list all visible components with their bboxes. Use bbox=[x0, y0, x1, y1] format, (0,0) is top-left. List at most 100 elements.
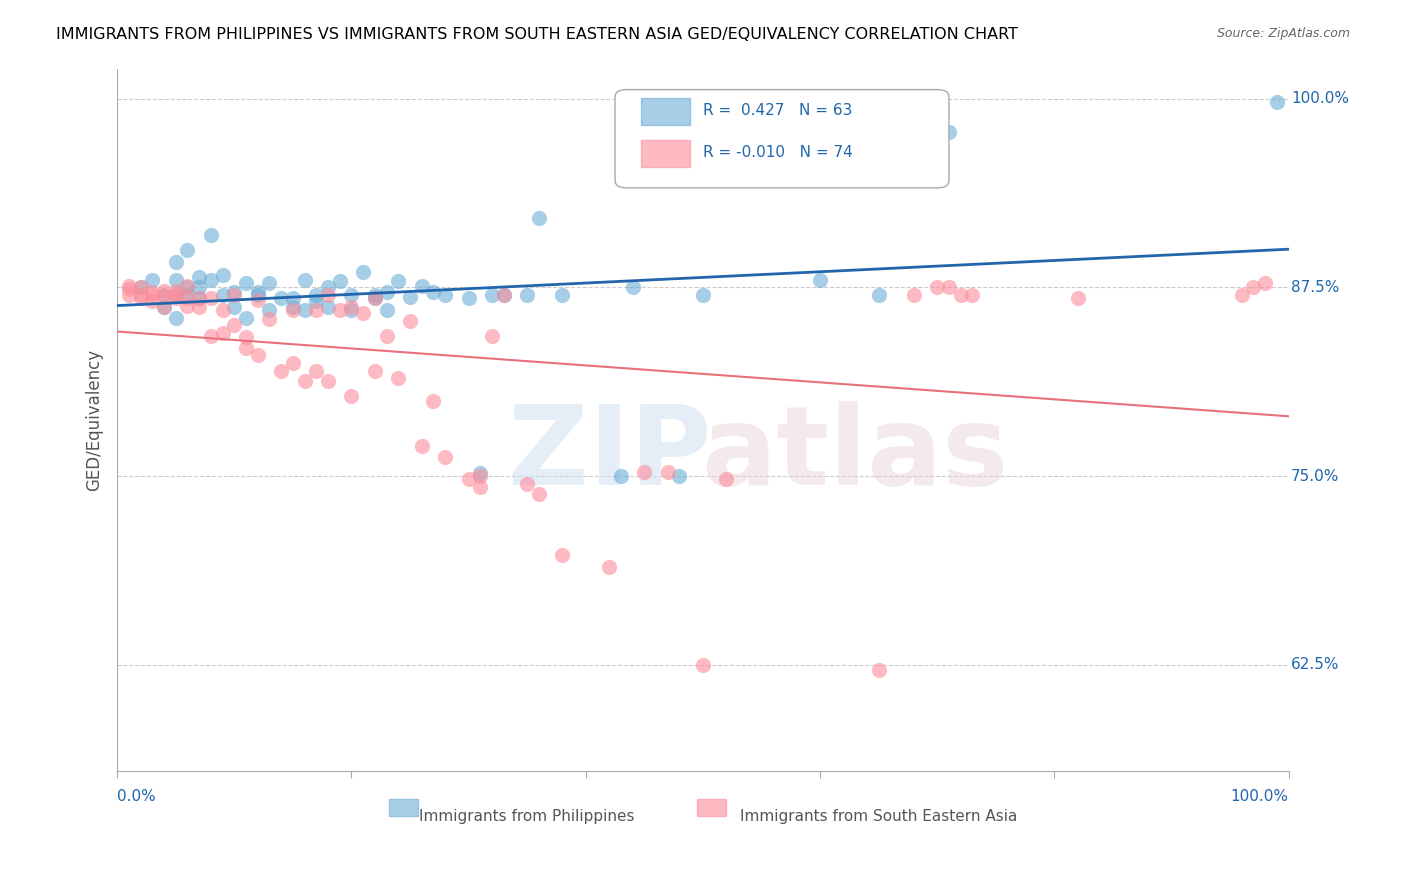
Point bbox=[235, 341, 257, 355]
Point bbox=[375, 285, 398, 299]
Point bbox=[165, 291, 187, 305]
Point bbox=[422, 393, 444, 408]
Text: atlas: atlas bbox=[702, 401, 1010, 508]
Point bbox=[352, 306, 374, 320]
Point bbox=[211, 303, 233, 318]
Point bbox=[259, 276, 281, 290]
Point bbox=[868, 663, 890, 677]
Point bbox=[305, 294, 328, 309]
Y-axis label: GED/Equivalency: GED/Equivalency bbox=[86, 349, 103, 491]
Point bbox=[1254, 276, 1277, 290]
Point bbox=[224, 300, 246, 314]
Text: R = -0.010   N = 74: R = -0.010 N = 74 bbox=[703, 145, 852, 161]
Point bbox=[153, 288, 176, 302]
Point bbox=[153, 300, 176, 314]
Point bbox=[129, 288, 152, 302]
Point bbox=[294, 303, 316, 318]
Point bbox=[1265, 95, 1288, 109]
Point bbox=[399, 289, 422, 303]
Point bbox=[492, 288, 515, 302]
Point bbox=[411, 439, 433, 453]
Point bbox=[305, 288, 328, 302]
Point bbox=[176, 279, 198, 293]
Point bbox=[200, 273, 222, 287]
Point bbox=[316, 374, 339, 388]
Point bbox=[364, 288, 387, 302]
Text: 62.5%: 62.5% bbox=[1291, 657, 1340, 673]
Point bbox=[188, 291, 211, 305]
Point bbox=[224, 285, 246, 299]
Point bbox=[224, 318, 246, 333]
Point bbox=[281, 303, 304, 318]
Point bbox=[551, 288, 574, 302]
Point bbox=[668, 469, 690, 483]
Point bbox=[457, 291, 479, 305]
Point bbox=[340, 389, 363, 403]
Point bbox=[481, 328, 503, 343]
Point bbox=[259, 303, 281, 318]
Point bbox=[470, 469, 492, 483]
Point bbox=[551, 548, 574, 562]
Bar bbox=[641, 140, 690, 167]
Point bbox=[949, 288, 972, 302]
Point bbox=[165, 288, 187, 302]
Point bbox=[316, 288, 339, 302]
Point bbox=[657, 465, 679, 479]
Point bbox=[305, 303, 328, 318]
Point bbox=[141, 273, 163, 287]
Point bbox=[903, 288, 925, 302]
Point bbox=[294, 374, 316, 388]
Text: 87.5%: 87.5% bbox=[1291, 280, 1340, 295]
Point bbox=[129, 280, 152, 294]
Point bbox=[211, 268, 233, 283]
Point bbox=[129, 280, 152, 294]
Point bbox=[118, 282, 141, 296]
Point bbox=[387, 275, 409, 289]
Point bbox=[305, 363, 328, 377]
Point bbox=[340, 303, 363, 318]
Point bbox=[316, 300, 339, 314]
Point bbox=[329, 303, 352, 318]
Point bbox=[259, 312, 281, 326]
Point bbox=[422, 285, 444, 299]
Text: 100.0%: 100.0% bbox=[1291, 91, 1348, 106]
Point bbox=[281, 300, 304, 314]
FancyBboxPatch shape bbox=[614, 89, 949, 188]
Point bbox=[457, 472, 479, 486]
Bar bbox=[389, 799, 418, 816]
Point bbox=[470, 480, 492, 494]
Point bbox=[610, 469, 633, 483]
Point bbox=[188, 280, 211, 294]
Point bbox=[200, 227, 222, 242]
Point bbox=[633, 465, 655, 479]
Point bbox=[153, 288, 176, 302]
Point bbox=[692, 658, 714, 673]
Point bbox=[470, 467, 492, 481]
Point bbox=[141, 294, 163, 309]
Point bbox=[118, 279, 141, 293]
Point bbox=[1243, 280, 1265, 294]
Point bbox=[340, 300, 363, 314]
Point bbox=[281, 356, 304, 370]
Point bbox=[492, 288, 515, 302]
Point bbox=[340, 288, 363, 302]
Point bbox=[165, 288, 187, 302]
Point bbox=[165, 310, 187, 325]
Point bbox=[598, 559, 620, 574]
Point bbox=[246, 293, 269, 307]
Point bbox=[235, 330, 257, 344]
Text: IMMIGRANTS FROM PHILIPPINES VS IMMIGRANTS FROM SOUTH EASTERN ASIA GED/EQUIVALENC: IMMIGRANTS FROM PHILIPPINES VS IMMIGRANT… bbox=[56, 27, 1018, 42]
Point bbox=[962, 288, 984, 302]
Point bbox=[399, 314, 422, 328]
Text: 100.0%: 100.0% bbox=[1230, 789, 1289, 804]
Point bbox=[246, 285, 269, 299]
Point bbox=[176, 299, 198, 313]
Point bbox=[516, 288, 538, 302]
Point bbox=[176, 291, 198, 305]
Point bbox=[224, 288, 246, 302]
Bar bbox=[641, 98, 690, 125]
Point bbox=[118, 288, 141, 302]
Point bbox=[352, 265, 374, 279]
Point bbox=[621, 280, 644, 294]
Point bbox=[188, 269, 211, 284]
